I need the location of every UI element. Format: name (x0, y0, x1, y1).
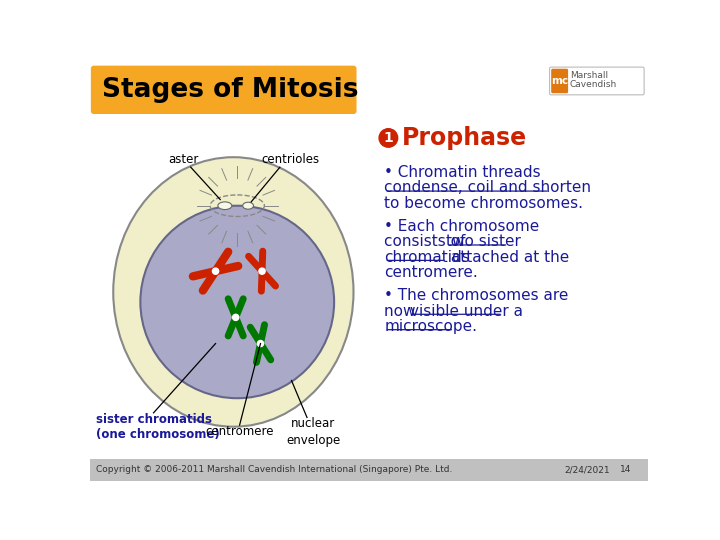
FancyBboxPatch shape (549, 67, 644, 95)
Ellipse shape (218, 202, 232, 210)
Text: sister chromatids
(one chromosome): sister chromatids (one chromosome) (96, 413, 220, 441)
Text: Cavendish: Cavendish (570, 80, 617, 89)
FancyBboxPatch shape (91, 66, 356, 113)
Text: two sister: two sister (446, 234, 521, 249)
Text: aster: aster (168, 153, 198, 166)
Text: • Chromatin threads: • Chromatin threads (384, 165, 541, 180)
Text: Stages of Mitosis: Stages of Mitosis (102, 77, 359, 103)
Text: 1: 1 (384, 131, 393, 145)
Text: • The chromosomes are: • The chromosomes are (384, 288, 569, 303)
Circle shape (379, 129, 397, 147)
Circle shape (212, 268, 219, 274)
Text: microscope.: microscope. (384, 319, 477, 334)
Text: condense, coil and shorten: condense, coil and shorten (384, 180, 592, 195)
Text: Copyright © 2006-2011 Marshall Cavendish International (Singapore) Pte. Ltd.: Copyright © 2006-2011 Marshall Cavendish… (96, 465, 453, 474)
Text: attached at the: attached at the (446, 249, 570, 265)
Text: Prophase: Prophase (402, 126, 528, 150)
Text: to become chromosomes.: to become chromosomes. (384, 195, 583, 211)
Circle shape (233, 314, 239, 320)
Text: centromere: centromere (205, 425, 274, 438)
Text: 14: 14 (620, 465, 631, 474)
FancyBboxPatch shape (552, 70, 567, 92)
Text: Marshall: Marshall (570, 71, 608, 80)
Circle shape (258, 340, 264, 347)
Text: 2/24/2021: 2/24/2021 (564, 465, 610, 474)
Text: visible under a: visible under a (410, 303, 523, 319)
Text: centrioles: centrioles (261, 153, 319, 166)
Text: chromatids: chromatids (384, 249, 470, 265)
Ellipse shape (140, 206, 334, 398)
Text: mc: mc (551, 76, 568, 86)
Ellipse shape (243, 202, 253, 209)
Text: centromere.: centromere. (384, 265, 478, 280)
Ellipse shape (113, 157, 354, 427)
Text: now: now (384, 303, 421, 319)
Text: • Each chromosome: • Each chromosome (384, 219, 540, 234)
Text: nuclear
envelope: nuclear envelope (286, 417, 341, 448)
Bar (90, 459, 648, 481)
Circle shape (259, 268, 265, 274)
Text: consists of: consists of (384, 234, 471, 249)
